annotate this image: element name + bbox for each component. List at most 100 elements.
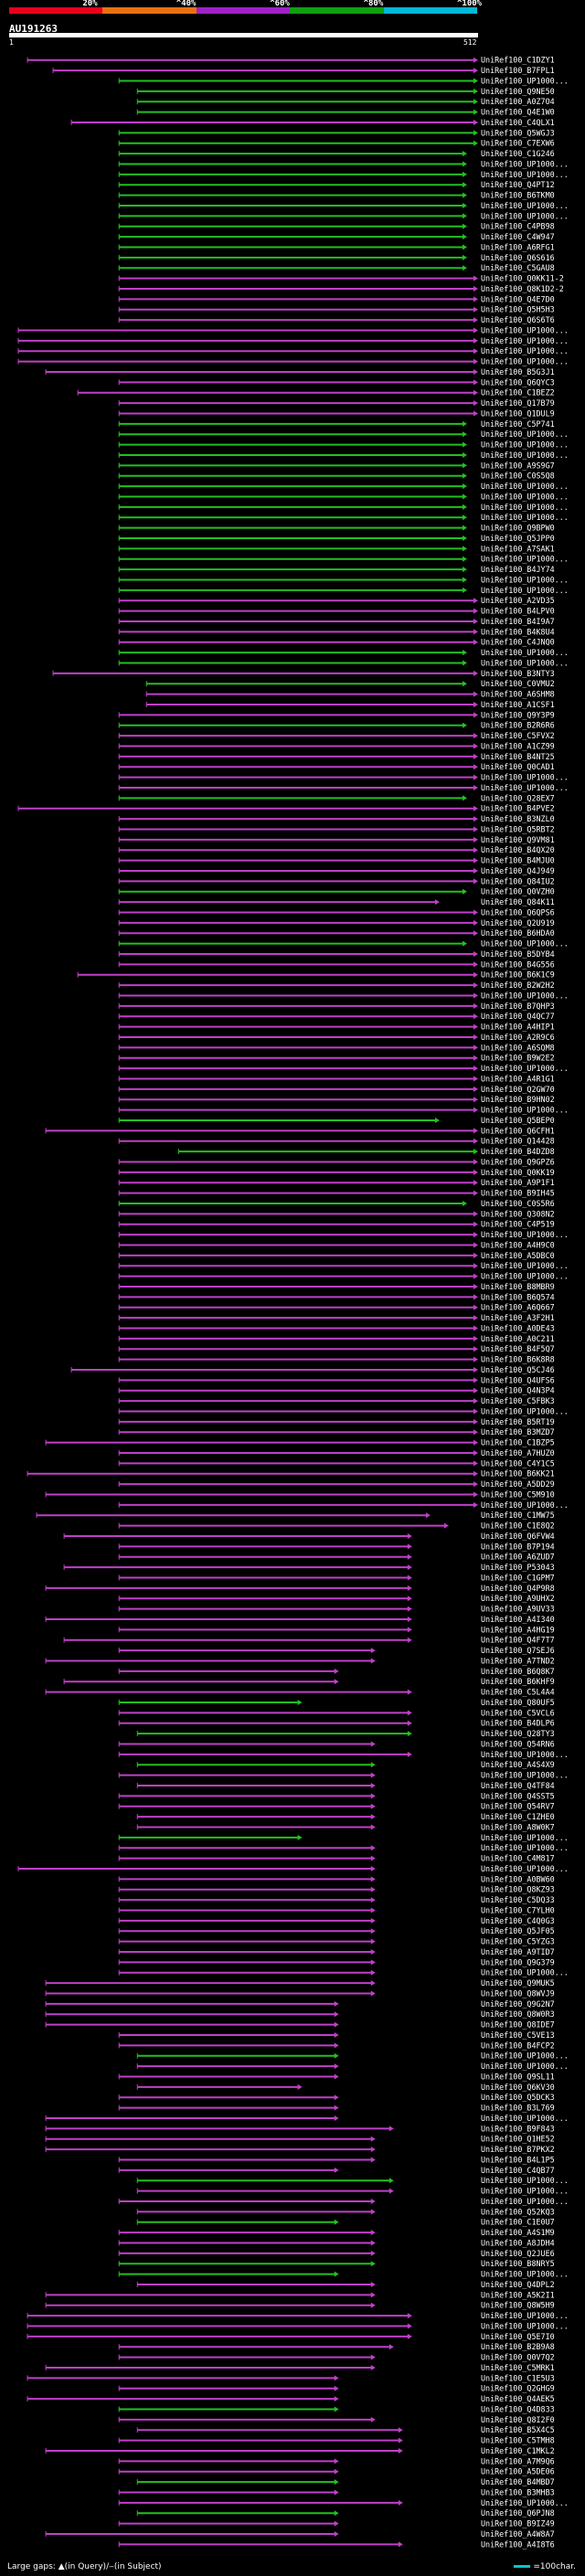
hit-label[interactable]: UniRef100_UP1000... (481, 2187, 569, 2196)
hit-label[interactable]: UniRef100_A7SAK1 (481, 544, 555, 553)
hit-label[interactable]: UniRef100_B4PVE2 (481, 804, 555, 813)
hit-label[interactable]: UniRef100_A0BW60 (481, 1874, 555, 1883)
hit-label[interactable]: UniRef100_Q9BPW0 (481, 524, 555, 533)
hit-row[interactable]: UniRef100_UP1000... (118, 1771, 569, 1780)
hit-row[interactable]: UniRef100_B4K8U4 (118, 627, 555, 636)
hit-row[interactable]: UniRef100_Q6FVW4 (63, 1532, 555, 1541)
hit-label[interactable]: UniRef100_C1E5U3 (481, 2373, 555, 2382)
hit-label[interactable]: UniRef100_Q1DUL9 (481, 408, 555, 418)
hit-label[interactable]: UniRef100_UP1000... (481, 1064, 569, 1073)
hit-label[interactable]: UniRef100_Q5BEP0 (481, 1116, 555, 1125)
hit-label[interactable]: UniRef100_Q6FVW4 (481, 1532, 555, 1541)
hit-label[interactable]: UniRef100_B9W2E2 (481, 1054, 555, 1063)
hit-row[interactable]: UniRef100_B4DZD8 (177, 1147, 555, 1156)
hit-row[interactable]: UniRef100_C5VE13 (118, 2030, 555, 2040)
hit-row[interactable]: UniRef100_Q9SL11 (118, 2072, 555, 2081)
hit-label[interactable]: UniRef100_B2R6R6 (481, 721, 555, 730)
hit-row[interactable]: UniRef100_C1BEZ2 (77, 388, 555, 398)
hit-row[interactable]: UniRef100_UP1000... (118, 991, 569, 1000)
hit-label[interactable]: UniRef100_B9HN02 (481, 1095, 555, 1104)
hit-row[interactable]: UniRef100_A5DD29 (118, 1479, 555, 1489)
hit-label[interactable]: UniRef100_B4JY74 (481, 565, 555, 574)
hit-row[interactable]: UniRef100_UP1000... (118, 482, 569, 491)
hit-row[interactable]: UniRef100_UP1000... (118, 492, 569, 501)
hit-label[interactable]: UniRef100_C4Q0G3 (481, 1916, 555, 1925)
hit-label[interactable]: UniRef100_C0S5Q8 (481, 472, 555, 481)
hit-label[interactable]: UniRef100_Q4E1W0 (481, 108, 555, 117)
hit-label[interactable]: UniRef100_C5DQ33 (481, 1895, 555, 1904)
hit-row[interactable]: UniRef100_A8JDH4 (118, 2238, 555, 2247)
hit-row[interactable]: UniRef100_A5K2I1 (45, 2290, 555, 2299)
hit-label[interactable]: UniRef100_Q8W0R3 (481, 2009, 555, 2019)
hit-row[interactable]: UniRef100_C1E5U3 (27, 2373, 555, 2382)
hit-row[interactable]: UniRef100_C1E0U7 (136, 2218, 555, 2227)
hit-row[interactable]: UniRef100_B7PKX2 (45, 2145, 555, 2154)
hit-label[interactable]: UniRef100_Q6S616 (481, 253, 555, 262)
hit-row[interactable]: UniRef100_Q84IU2 (118, 876, 555, 885)
hit-label[interactable]: UniRef100_A0DE43 (481, 1323, 555, 1332)
hit-row[interactable]: UniRef100_Q6KV30 (136, 2083, 555, 2092)
hit-row[interactable]: UniRef100_B7P194 (118, 1542, 555, 1551)
hit-label[interactable]: UniRef100_A8W0K7 (481, 1822, 555, 1831)
hit-label[interactable]: UniRef100_Q5E7I0 (481, 2332, 555, 2341)
hit-row[interactable]: UniRef100_Q4N3P4 (118, 1386, 555, 1395)
hit-row[interactable]: UniRef100_B2R6R6 (118, 721, 555, 730)
hit-row[interactable]: UniRef100_B4MJU0 (118, 856, 555, 865)
hit-label[interactable]: UniRef100_Q6QPS6 (481, 907, 555, 917)
hit-label[interactable]: UniRef100_B3L769 (481, 2104, 555, 2113)
hit-label[interactable]: UniRef100_Q6CFH1 (481, 1126, 555, 1135)
hit-label[interactable]: UniRef100_Q17B79 (481, 398, 555, 408)
hit-label[interactable]: UniRef100_UP1000... (481, 1406, 569, 1415)
hit-label[interactable]: UniRef100_UP1000... (481, 346, 569, 355)
hit-label[interactable]: UniRef100_A6RFG1 (481, 242, 555, 251)
hit-row[interactable]: UniRef100_C1ZHE0 (136, 1812, 555, 1821)
hit-label[interactable]: UniRef100_A9P1F1 (481, 1178, 555, 1187)
hit-label[interactable]: UniRef100_UP1000... (481, 1833, 569, 1842)
hit-label[interactable]: UniRef100_C1MKL2 (481, 2446, 555, 2455)
hit-label[interactable]: UniRef100_C5M910 (481, 1489, 555, 1499)
hit-row[interactable]: UniRef100_A3F2H1 (118, 1313, 555, 1322)
hit-row[interactable]: UniRef100_Q9MUK5 (45, 1978, 555, 1988)
hit-row[interactable]: UniRef100_A5DE06 (118, 2467, 555, 2476)
hit-label[interactable]: UniRef100_A6SHM8 (481, 690, 555, 699)
hit-label[interactable]: UniRef100_B4F5Q7 (481, 1344, 555, 1353)
hit-row[interactable]: UniRef100_B9IZ49 (118, 2519, 555, 2528)
hit-label[interactable]: UniRef100_Q2JUE6 (481, 2249, 555, 2258)
hit-row[interactable]: UniRef100_UP1000... (118, 586, 569, 595)
hit-label[interactable]: UniRef100_Q7SEJ6 (481, 1646, 555, 1655)
hit-label[interactable]: UniRef100_Q5JPP0 (481, 534, 555, 543)
hit-label[interactable]: UniRef100_B7QHP3 (481, 1002, 555, 1011)
hit-label[interactable]: UniRef100_Q9MUK5 (481, 1978, 555, 1988)
hit-row[interactable]: UniRef100_Q1DUL9 (118, 408, 555, 418)
hit-row[interactable]: UniRef100_A4I340 (45, 1615, 555, 1624)
hit-row[interactable]: UniRef100_C5YZG3 (118, 1937, 555, 1946)
hit-row[interactable]: UniRef100_B4JY74 (118, 565, 555, 574)
hit-label[interactable]: UniRef100_A4I8T6 (481, 2539, 555, 2549)
hit-label[interactable]: UniRef100_C1ZHE0 (481, 1812, 555, 1821)
hit-label[interactable]: UniRef100_C5TMH8 (481, 2436, 555, 2445)
hit-row[interactable]: UniRef100_Q4E1W0 (136, 108, 555, 117)
hit-row[interactable]: UniRef100_A7SAK1 (118, 544, 555, 553)
hit-label[interactable]: UniRef100_Q0VZH0 (481, 887, 555, 896)
hit-label[interactable]: UniRef100_C4PB98 (481, 222, 555, 231)
hit-label[interactable]: UniRef100_UP1000... (481, 939, 569, 949)
hit-row[interactable]: UniRef100_B6K1C9 (77, 970, 555, 980)
hit-label[interactable]: UniRef100_B6Q574 (481, 1292, 555, 1301)
hit-label[interactable]: UniRef100_Q4E7D0 (481, 294, 555, 303)
hit-label[interactable]: UniRef100_C5MRK1 (481, 2363, 555, 2372)
hit-label[interactable]: UniRef100_A9UV33 (481, 1605, 555, 1614)
hit-label[interactable]: UniRef100_A9TID7 (481, 1947, 555, 1956)
hit-row[interactable]: UniRef100_Q9Y3P9 (118, 710, 555, 719)
hit-row[interactable]: UniRef100_C1DZY1 (27, 56, 555, 65)
hit-label[interactable]: UniRef100_B7PKX2 (481, 2145, 555, 2154)
hit-label[interactable]: UniRef100_A4S4X9 (481, 1760, 555, 1769)
hit-row[interactable]: UniRef100_Q17B79 (118, 398, 555, 408)
hit-label[interactable]: UniRef100_Q4SST5 (481, 1791, 555, 1800)
hit-label[interactable]: UniRef100_Q6KV30 (481, 2083, 555, 2092)
hit-label[interactable]: UniRef100_Q8KZ93 (481, 1885, 555, 1894)
hit-label[interactable]: UniRef100_B6Q8K7 (481, 1667, 555, 1676)
hit-row[interactable]: UniRef100_Q84K11 (118, 897, 555, 906)
hit-row[interactable]: UniRef100_A4I8T6 (118, 2539, 555, 2549)
hit-label[interactable]: UniRef100_UP1000... (481, 159, 569, 168)
hit-row[interactable]: UniRef100_Q9NE50 (136, 87, 555, 96)
